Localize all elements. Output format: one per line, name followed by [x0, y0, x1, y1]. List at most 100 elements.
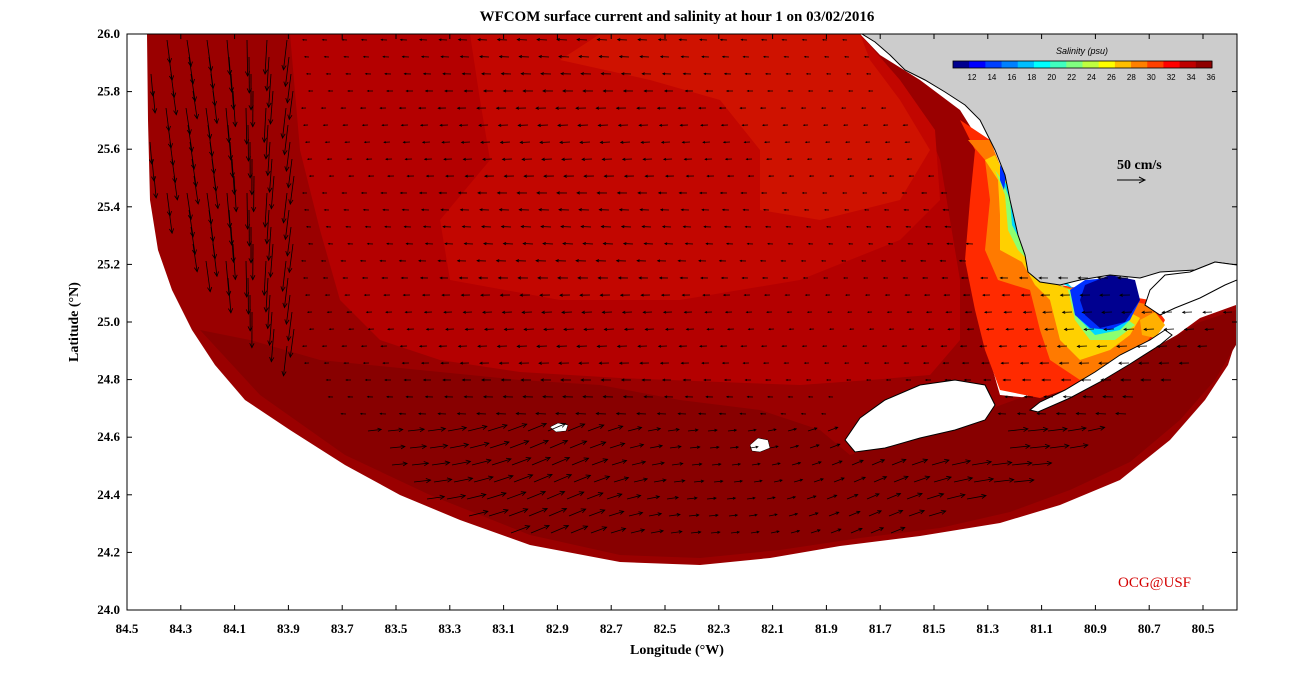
current-vector-head	[300, 107, 304, 109]
current-vector-head	[662, 157, 667, 161]
current-vector-head	[422, 378, 426, 382]
current-vector-head	[539, 293, 543, 297]
current-vector-head	[288, 199, 294, 206]
current-vector-head	[327, 395, 330, 398]
current-vector-head	[598, 424, 605, 429]
current-vector	[212, 90, 218, 124]
current-vector-head	[864, 55, 867, 58]
current-vector-head	[498, 361, 503, 365]
current-vector	[288, 90, 294, 120]
colorbar-cell	[1195, 61, 1213, 68]
current-vector-head	[1062, 426, 1068, 432]
current-vector-head	[725, 89, 729, 93]
current-vector	[213, 175, 219, 209]
current-vector-head	[640, 140, 644, 144]
current-vector	[668, 514, 681, 517]
current-vector	[387, 429, 403, 432]
current-vector-head	[759, 107, 763, 110]
current-vector-head	[287, 267, 293, 274]
current-vector-head	[759, 259, 763, 262]
current-vector-head	[540, 72, 544, 76]
current-vector-head	[794, 512, 799, 516]
current-vector	[229, 141, 234, 178]
current-vector-head	[657, 191, 662, 195]
x-tick-label: 81.1	[1030, 621, 1053, 636]
current-vector-head	[742, 208, 746, 211]
current-vector-head	[564, 456, 571, 462]
colorbar-cell	[1098, 61, 1116, 68]
current-vector-head	[677, 445, 682, 449]
current-vector-head	[1025, 443, 1031, 449]
current-vector-head	[655, 495, 661, 500]
current-vector	[367, 429, 382, 432]
current-vector	[729, 446, 739, 449]
current-vector-head	[479, 208, 483, 212]
y-axis-label: Latitude (°N)	[67, 282, 82, 362]
current-vector	[1067, 427, 1087, 432]
current-vector	[813, 478, 824, 483]
current-vector-head	[638, 276, 642, 280]
current-vector-head	[721, 208, 725, 212]
current-vector	[288, 243, 294, 273]
current-vector-head	[560, 72, 564, 76]
current-vector	[270, 175, 275, 209]
current-vector-head	[487, 475, 494, 481]
current-vector-head	[286, 182, 292, 189]
florida-keys-east	[1144, 261, 1237, 316]
dry-tortugas-island-1	[549, 422, 569, 433]
colorbar-cell	[1082, 61, 1100, 68]
current-vector-head	[880, 259, 884, 262]
current-vector-head	[367, 328, 371, 331]
current-vector-head	[616, 38, 621, 42]
current-vector-head	[925, 311, 929, 314]
current-vector-head	[520, 491, 527, 497]
current-vector-head	[555, 411, 559, 416]
colorbar-tick-label: 22	[1067, 73, 1076, 82]
current-vector-head	[732, 496, 737, 500]
current-vector-head	[444, 89, 448, 93]
current-vector-head	[248, 258, 254, 264]
current-vector-head	[543, 327, 547, 332]
current-vector-head	[656, 106, 661, 110]
current-vector-head	[302, 277, 306, 279]
current-vector-head	[622, 242, 627, 246]
current-vector	[225, 260, 230, 296]
current-vector-head	[1202, 310, 1206, 314]
current-vector-head	[800, 412, 804, 415]
y-tick-label: 24.0	[97, 602, 120, 617]
current-vector-head	[617, 276, 622, 280]
current-vector-head	[882, 476, 888, 481]
current-vector-head	[883, 362, 887, 364]
colorbar-cell	[953, 61, 970, 68]
current-vector-head	[600, 441, 607, 447]
current-vector	[285, 56, 290, 87]
current-vector	[626, 495, 641, 500]
current-vector-head	[305, 72, 309, 75]
current-vector-head	[597, 492, 604, 497]
current-vector-head	[761, 276, 765, 279]
current-vector-head	[787, 395, 790, 398]
current-vector-head	[619, 140, 624, 144]
current-vector-head	[404, 157, 408, 161]
current-vector-head	[524, 525, 531, 530]
current-vector	[913, 476, 930, 483]
current-vector-head	[787, 90, 790, 92]
current-vector-head	[383, 293, 386, 297]
current-vector-head	[759, 412, 763, 415]
current-vector-head	[424, 395, 428, 399]
current-vector	[466, 494, 486, 500]
current-vector-head	[420, 208, 424, 212]
current-vector-head	[194, 113, 200, 120]
current-vector-head	[503, 508, 509, 514]
current-vector-head	[1079, 293, 1084, 297]
current-vector-head	[302, 124, 306, 127]
current-vector-head	[674, 495, 680, 500]
current-vector-head	[189, 231, 195, 238]
current-vector-head	[503, 174, 508, 178]
current-vector-head	[519, 293, 524, 297]
current-vector-head	[684, 242, 688, 246]
current-vector	[946, 494, 966, 500]
current-vector-head	[418, 412, 422, 416]
current-vector	[711, 463, 721, 466]
current-vector-head	[576, 191, 580, 195]
